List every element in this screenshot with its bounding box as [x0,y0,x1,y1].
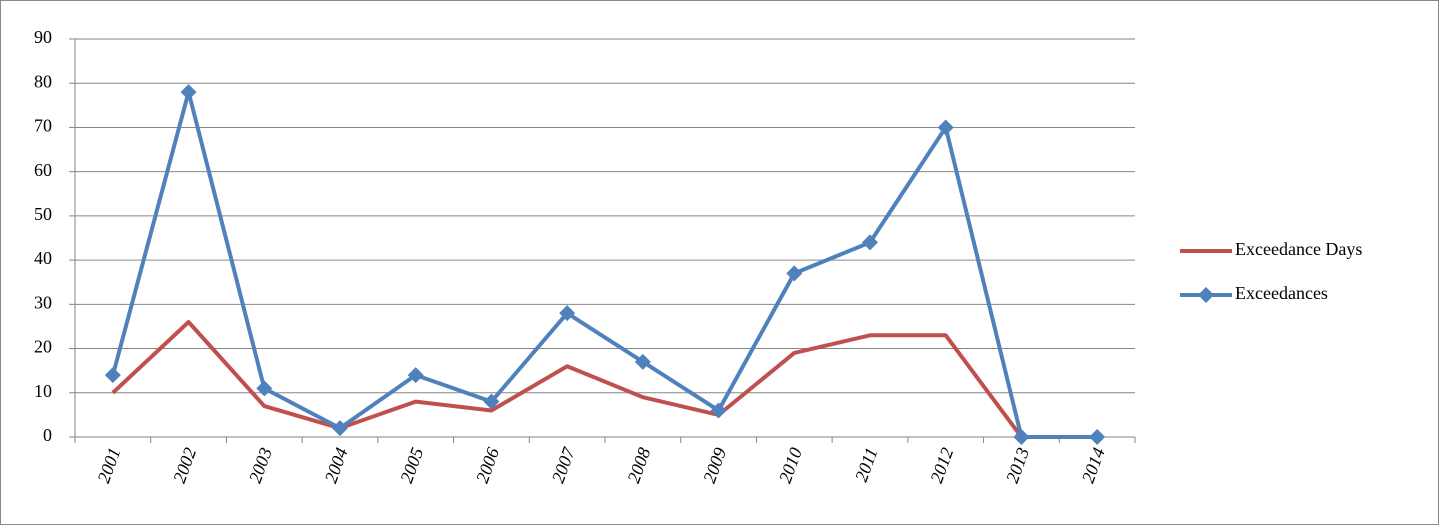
series-line [111,320,1098,439]
series-line [110,90,1098,439]
y-tick-label: 50 [34,204,52,224]
y-tick-label: 70 [34,116,52,136]
point-marker [559,305,576,322]
point-marker [786,265,803,282]
legend-marker [1198,287,1214,303]
point-marker [1089,429,1106,445]
y-tick-label: 80 [34,71,52,91]
legend-label: Exceedances [1235,283,1328,303]
y-tick-label: 60 [34,160,52,180]
point-marker [483,393,500,410]
point-marker [332,420,348,437]
y-tick-label: 90 [34,27,52,47]
point-marker [407,367,424,384]
y-tick-label: 40 [34,248,52,268]
point-marker [710,402,727,419]
point-marker [862,234,878,251]
point-marker [634,353,651,370]
y-tick-label: 20 [34,337,52,357]
y-tick-label: 30 [34,292,52,312]
point-marker [937,119,954,136]
y-tick-label: 10 [34,381,52,401]
legend-label: Exceedance Days [1235,239,1362,259]
point-marker [104,367,121,384]
point-marker [1013,429,1030,445]
point-marker [180,84,197,101]
point-marker [256,380,273,397]
y-tick-label: 0 [43,425,52,445]
